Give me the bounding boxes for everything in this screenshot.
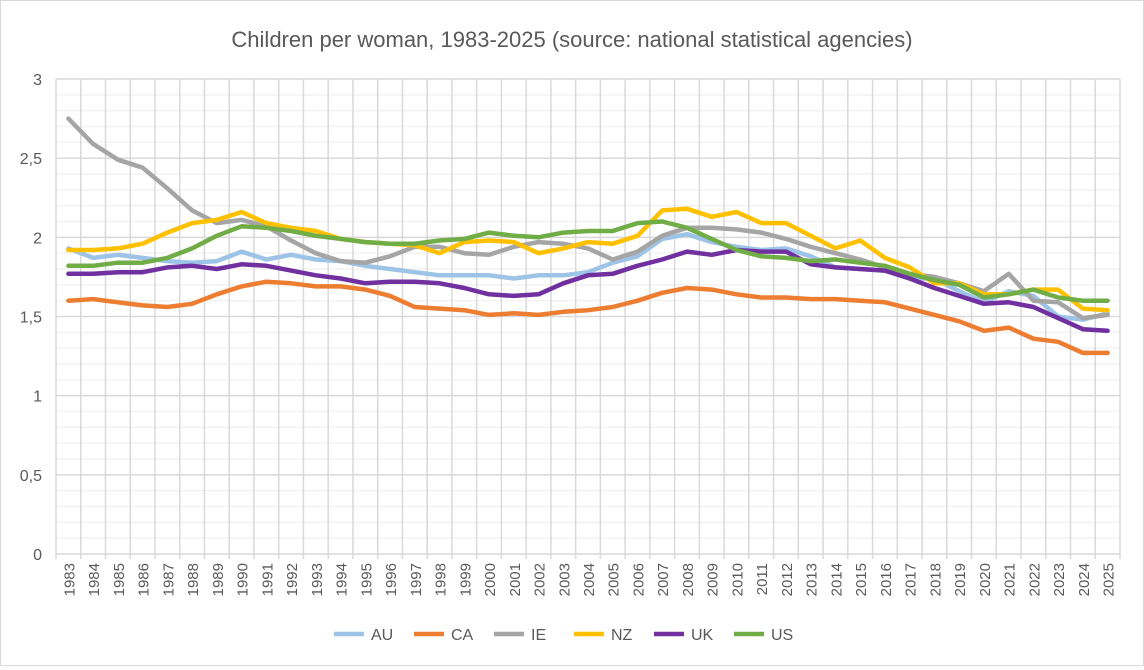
x-tick-label: 1998 bbox=[433, 563, 450, 596]
chart-title: Children per woman, 1983-2025 (source: n… bbox=[231, 27, 912, 52]
x-tick-label: 1985 bbox=[111, 563, 128, 596]
series-line-ca bbox=[66, 279, 1110, 356]
x-tick-label: 1990 bbox=[235, 563, 252, 596]
x-tick-label: 2016 bbox=[878, 563, 895, 596]
x-tick-label: 2020 bbox=[977, 563, 994, 596]
x-tick-label: 2024 bbox=[1076, 563, 1093, 596]
legend-label-au: AU bbox=[371, 627, 393, 644]
x-tick-label: 2013 bbox=[804, 563, 821, 596]
x-tick-label: 2002 bbox=[532, 563, 549, 596]
x-tick-label: 2023 bbox=[1051, 563, 1068, 596]
gridlines bbox=[55, 78, 1121, 559]
x-tick-label: 2018 bbox=[927, 563, 944, 596]
x-tick-label: 1986 bbox=[136, 563, 153, 596]
y-tick-label: 0 bbox=[33, 547, 42, 564]
axes: 0 0,5 1 1,5 2 2,5 3 1983 1984 1985 1986 1987 1988 198… bbox=[20, 72, 1118, 596]
series-line-uk bbox=[66, 247, 1110, 334]
x-tick-label: 1994 bbox=[334, 563, 351, 596]
x-tick-label: 1984 bbox=[86, 563, 103, 596]
legend-label-nz: NZ bbox=[611, 627, 633, 644]
x-tick-label: 1988 bbox=[185, 563, 202, 596]
x-tick-label: 2005 bbox=[606, 563, 623, 596]
x-tick-label: 2006 bbox=[630, 563, 647, 596]
series-line-nz bbox=[66, 206, 1110, 313]
x-tick-label: 2021 bbox=[1002, 563, 1019, 596]
x-tick-label: 1999 bbox=[457, 563, 474, 596]
x-tick-label: 2007 bbox=[655, 563, 672, 596]
series-line-ie bbox=[66, 116, 1110, 321]
legend-label-ie: IE bbox=[531, 627, 546, 644]
y-tick-label: 1 bbox=[33, 389, 42, 406]
x-tick-label: 2000 bbox=[482, 563, 499, 596]
legend: AU CA IE NZ UK US bbox=[334, 627, 793, 644]
x-tick-label: 2004 bbox=[581, 563, 598, 596]
series-line-us bbox=[66, 219, 1110, 303]
x-tick-label: 1983 bbox=[61, 563, 78, 596]
x-tick-label: 1991 bbox=[259, 563, 276, 596]
series-lines bbox=[66, 116, 1110, 356]
x-tick-label: 2025 bbox=[1101, 563, 1118, 596]
x-tick-label: 1987 bbox=[160, 563, 177, 596]
y-tick-label: 3 bbox=[33, 72, 42, 89]
x-tick-label: 2001 bbox=[507, 563, 524, 596]
x-tick-label: 1996 bbox=[383, 563, 400, 596]
y-tick-label: 2,5 bbox=[20, 151, 42, 168]
x-tick-label: 1992 bbox=[284, 563, 301, 596]
x-tick-label: 2017 bbox=[903, 563, 920, 596]
x-tick-label: 2011 bbox=[754, 563, 771, 595]
x-tick-label: 1995 bbox=[358, 563, 375, 596]
legend-label-us: US bbox=[771, 627, 793, 644]
legend-label-uk: UK bbox=[691, 627, 714, 644]
y-tick-label: 0,5 bbox=[20, 468, 42, 485]
x-tick-label: 2019 bbox=[952, 563, 969, 596]
y-tick-label: 1,5 bbox=[20, 310, 42, 327]
x-tick-label: 1993 bbox=[309, 563, 326, 596]
x-tick-label: 2003 bbox=[556, 563, 573, 596]
x-tick-label: 2010 bbox=[729, 563, 746, 596]
x-tick-label: 2012 bbox=[779, 563, 796, 596]
x-tick-label: 1989 bbox=[210, 563, 227, 596]
x-tick-label: 2009 bbox=[705, 563, 722, 596]
x-tick-label: 2008 bbox=[680, 563, 697, 596]
x-tick-label: 2015 bbox=[853, 563, 870, 596]
x-tick-label: 1997 bbox=[408, 563, 425, 596]
x-tick-label: 2022 bbox=[1026, 563, 1043, 596]
y-tick-label: 2 bbox=[33, 230, 42, 247]
legend-label-ca: CA bbox=[451, 627, 474, 644]
x-tick-label: 2014 bbox=[828, 563, 845, 596]
